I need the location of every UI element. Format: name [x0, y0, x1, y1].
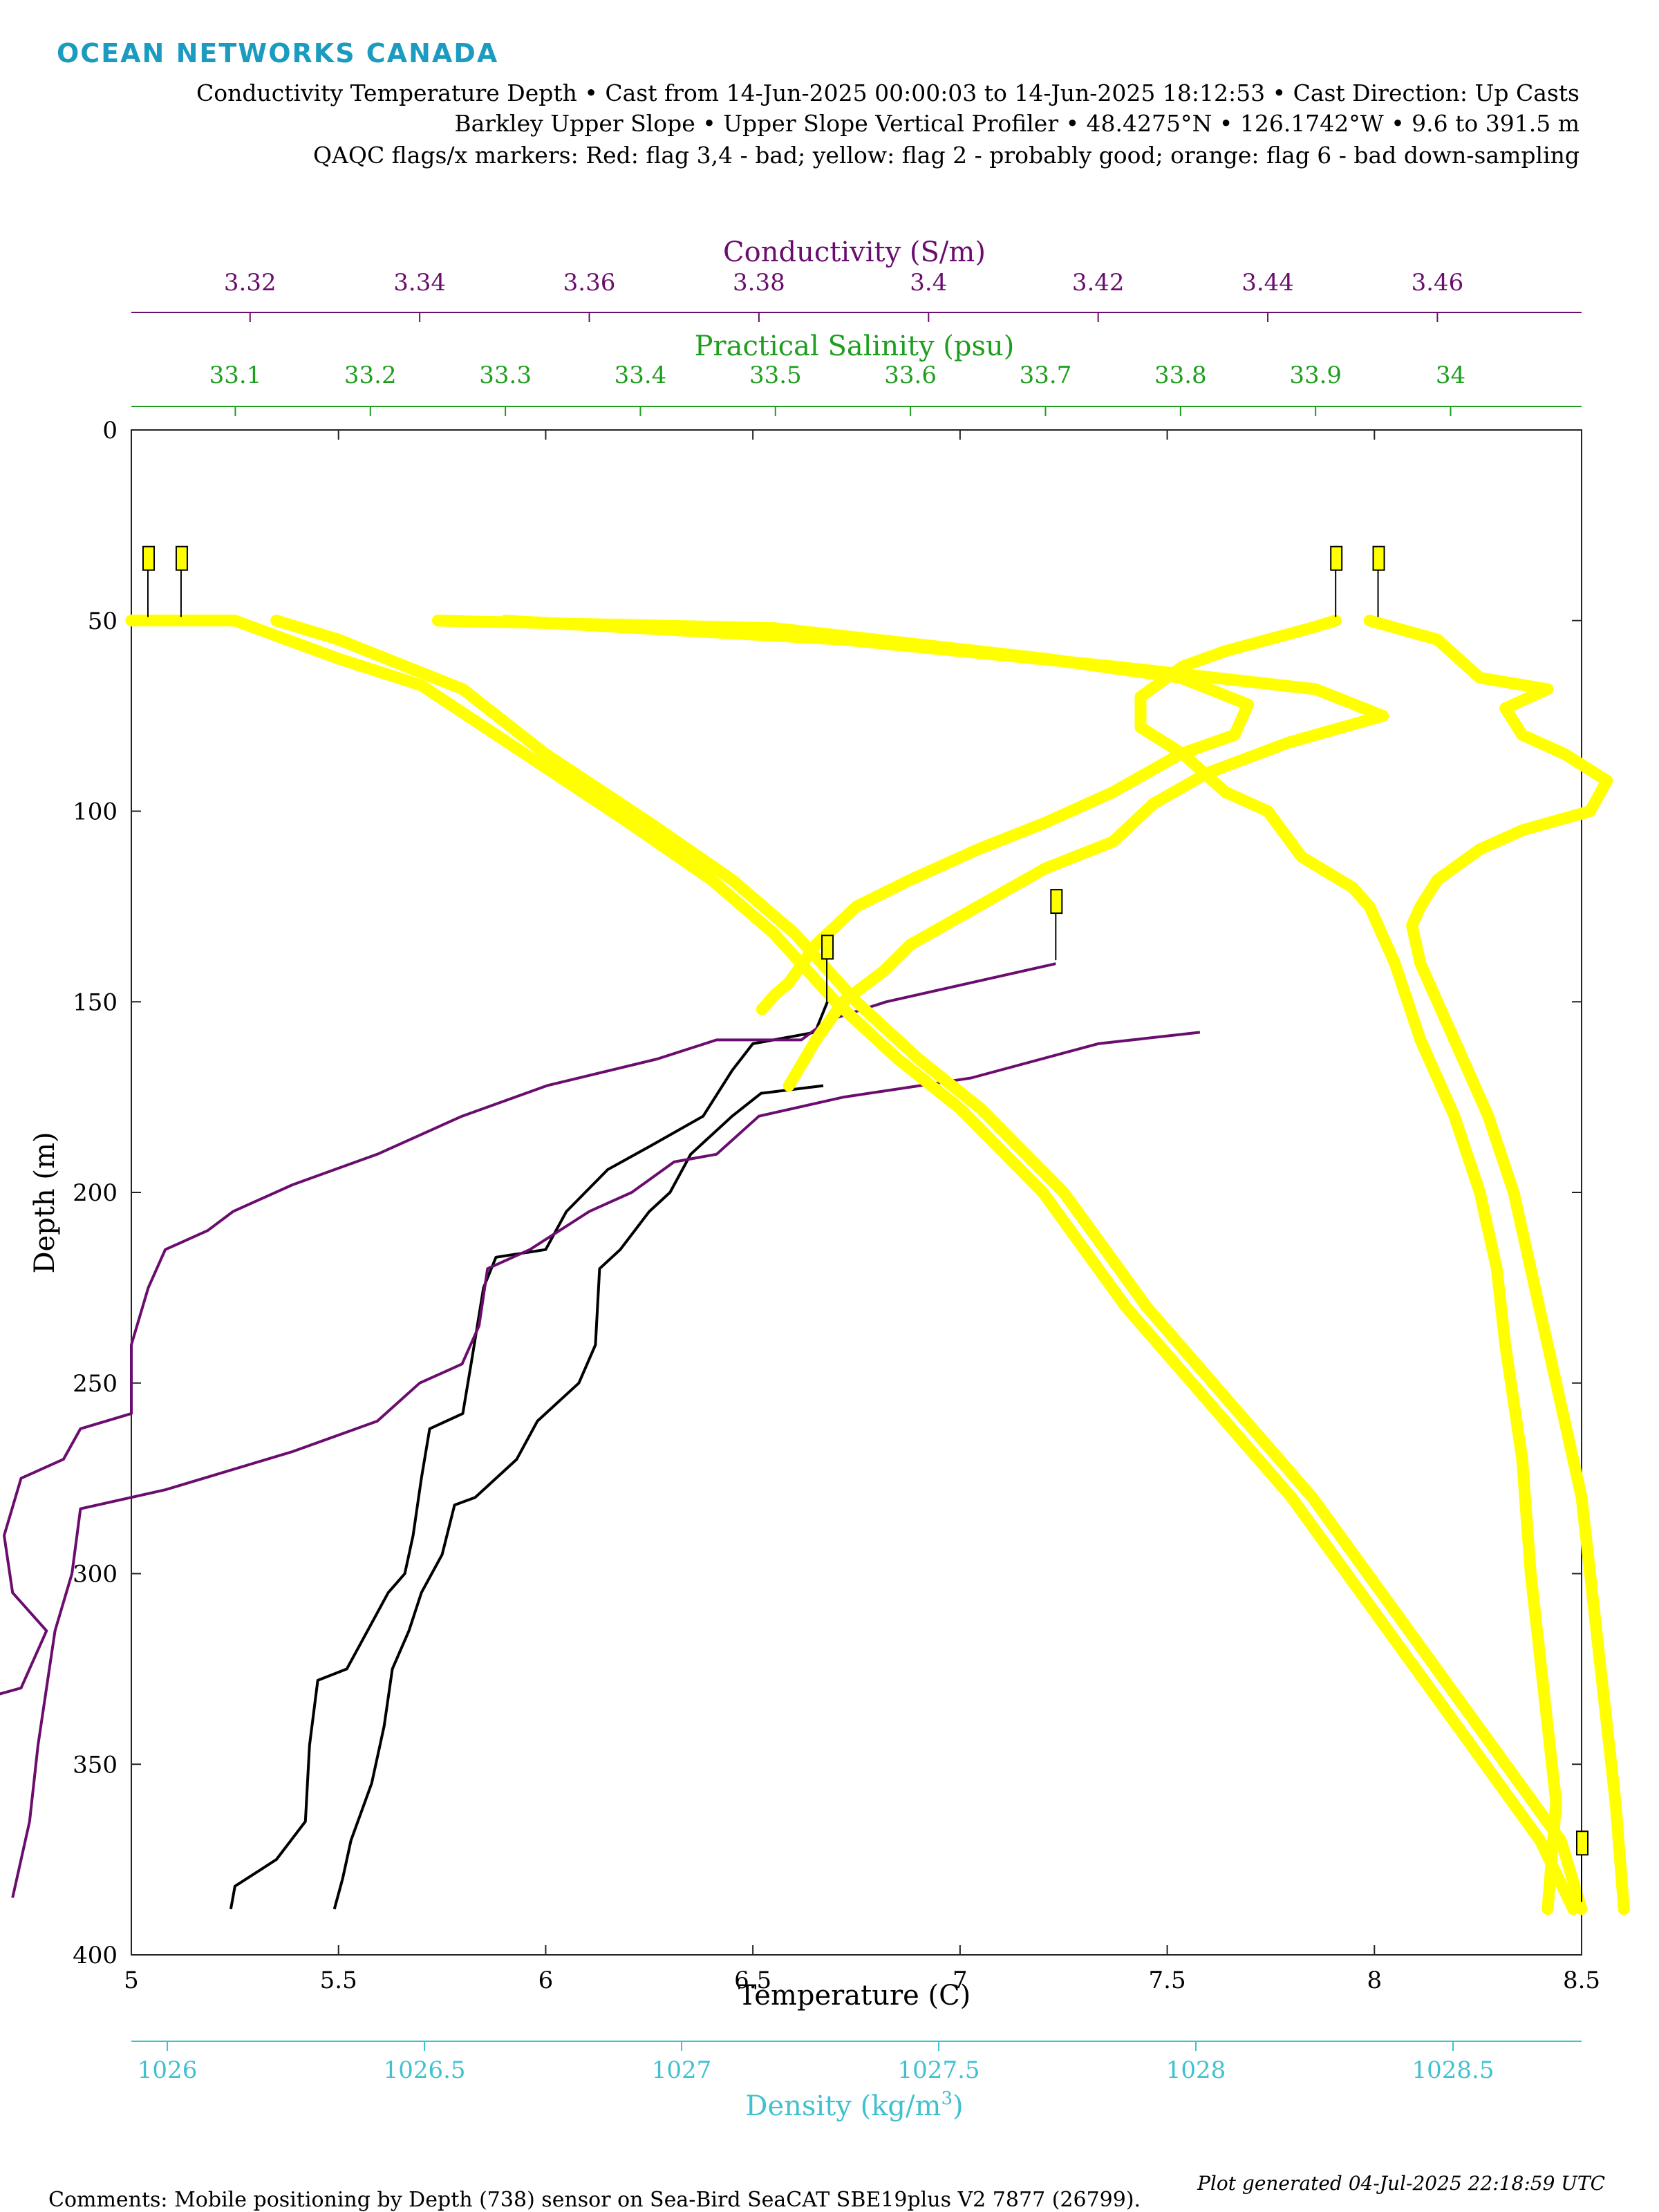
density-tick-label: 1026 — [138, 2056, 198, 2084]
density-tick-label: 1027 — [652, 2056, 712, 2084]
salinity-tick-label: 33.9 — [1289, 362, 1342, 389]
temperature-tick-label: 7.5 — [1149, 1967, 1186, 1994]
depth-tick-label: 250 — [73, 1370, 118, 1398]
flag-marker — [1050, 889, 1063, 915]
flagged-series-conductivity — [1134, 615, 1562, 1915]
flagged-series-temperature — [125, 615, 1580, 1915]
density-tick-label: 1026.5 — [384, 2056, 466, 2084]
temperature-tick-label: 5 — [124, 1967, 139, 1994]
depth-tick-label: 200 — [73, 1179, 118, 1207]
temperature-axis-label: Temperature (C) — [738, 1980, 971, 2012]
footer-comments: Comments: Mobile positioning by Depth (7… — [48, 2188, 1141, 2212]
temperature-tick-label: 6.5 — [734, 1967, 771, 1994]
salinity-axis-label: Practical Salinity (psu) — [695, 330, 1015, 362]
salinity-tick-label: 33.8 — [1154, 362, 1207, 389]
conductivity-tick-label: 3.42 — [1072, 269, 1125, 297]
conductivity-tick-label: 3.36 — [563, 269, 616, 297]
temperature-profile-line — [229, 1001, 829, 1910]
depth-tick-label: 350 — [73, 1751, 118, 1779]
title-line-3: QAQC flags/x markers: Red: flag 3,4 - ba… — [313, 142, 1580, 169]
flag-marker — [175, 545, 188, 571]
salinity-tick-label: 33.6 — [884, 362, 937, 389]
title-line-2: Barkley Upper Slope • Upper Slope Vertic… — [454, 110, 1580, 137]
density-tick-label: 1028.5 — [1412, 2056, 1494, 2084]
flagged-series-salinity — [431, 615, 1254, 1015]
temperature-tick-label: 5.5 — [320, 1967, 357, 1994]
conductivity-profile-line — [0, 962, 1056, 1696]
flagged-series-salinity — [499, 615, 1389, 1092]
salinity-tick-label: 34 — [1436, 362, 1465, 389]
flag-marker — [1330, 545, 1343, 571]
temperature-tick-label: 8 — [1367, 1967, 1382, 1994]
density-tick-label: 1028 — [1166, 2056, 1226, 2084]
flag-markers-layer — [142, 545, 1588, 1902]
conductivity-tick-label: 3.34 — [393, 269, 446, 297]
conductivity-tick-label: 3.44 — [1241, 269, 1294, 297]
density-tick-label: 1027.5 — [898, 2056, 980, 2084]
salinity-tick-label: 33.3 — [479, 362, 532, 389]
depth-tick-label: 300 — [73, 1561, 118, 1588]
flagged-series-temperature — [270, 615, 1588, 1915]
depth-tick-label: 0 — [102, 417, 118, 444]
temperature-tick-label: 7 — [953, 1967, 968, 1994]
flagged-series-conductivity — [1363, 615, 1630, 1915]
depth-tick-label: 100 — [73, 798, 118, 826]
conductivity-tick-label: 3.4 — [910, 269, 947, 297]
conductivity-profile-line — [11, 1031, 1201, 1898]
flag-marker — [821, 935, 834, 960]
title-line-1: Conductivity Temperature Depth • Cast fr… — [196, 79, 1580, 106]
flag-marker — [1576, 1830, 1588, 1856]
depth-axis-label: Depth (m) — [29, 1132, 61, 1273]
density-axis-label: Density (kg/m3) — [745, 2088, 963, 2122]
conductivity-tick-label: 3.32 — [224, 269, 276, 297]
conductivity-tick-label: 3.38 — [733, 269, 785, 297]
salinity-tick-label: 33.2 — [344, 362, 397, 389]
conductivity-axis-label: Conductivity (S/m) — [723, 236, 986, 268]
temperature-tick-label: 6 — [538, 1967, 554, 1994]
footer-generated: Plot generated 04-Jul-2025 22:18:59 UTC — [1197, 2172, 1605, 2195]
conductivity-tick-label: 3.46 — [1412, 269, 1464, 297]
salinity-tick-label: 33.1 — [209, 362, 262, 389]
depth-tick-label: 150 — [73, 988, 118, 1016]
series-layer — [0, 615, 1630, 1915]
depth-tick-label: 400 — [73, 1942, 118, 1969]
brand-logo-text: OCEAN NETWORKS CANADA — [57, 38, 498, 68]
temperature-tick-label: 8.5 — [1563, 1967, 1600, 1994]
salinity-tick-label: 33.5 — [749, 362, 802, 389]
salinity-tick-label: 33.4 — [615, 362, 667, 389]
depth-tick-label: 50 — [88, 608, 118, 635]
flag-marker — [1372, 545, 1385, 571]
temperature-profile-line — [332, 1084, 824, 1910]
flag-marker — [142, 545, 155, 571]
salinity-tick-label: 33.7 — [1020, 362, 1072, 389]
